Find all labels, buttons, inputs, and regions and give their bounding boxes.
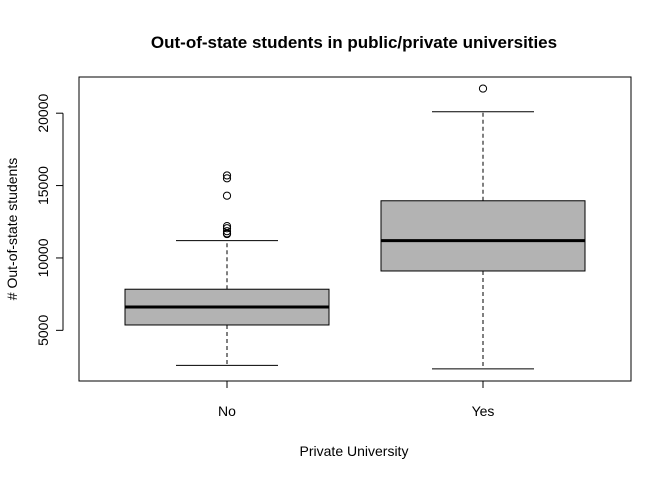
outlier-point-no (222, 191, 232, 200)
outlier-point-no (222, 174, 232, 183)
box-yes (380, 200, 586, 272)
y-tick-label: 20000 (35, 94, 51, 133)
x-axis-label: Private University (300, 443, 409, 459)
outlier-point-yes (478, 84, 488, 93)
y-tick-label: 15000 (35, 166, 51, 205)
y-axis-label: # Out-of-state students (4, 158, 20, 300)
y-tick-label: 10000 (35, 238, 51, 277)
chart-marks: 5000 10000 15000 20000 No Yes (35, 84, 586, 419)
outlier-point-no (222, 224, 232, 233)
outlier-point-no (222, 227, 232, 236)
chart-title: Out-of-state students in public/private … (151, 33, 557, 52)
outlier-point-no (222, 171, 232, 180)
x-tick-label: Yes (472, 403, 495, 419)
y-tick-label: 5000 (35, 315, 51, 346)
outlier-point-no (222, 222, 232, 231)
x-tick-label: No (218, 403, 236, 419)
